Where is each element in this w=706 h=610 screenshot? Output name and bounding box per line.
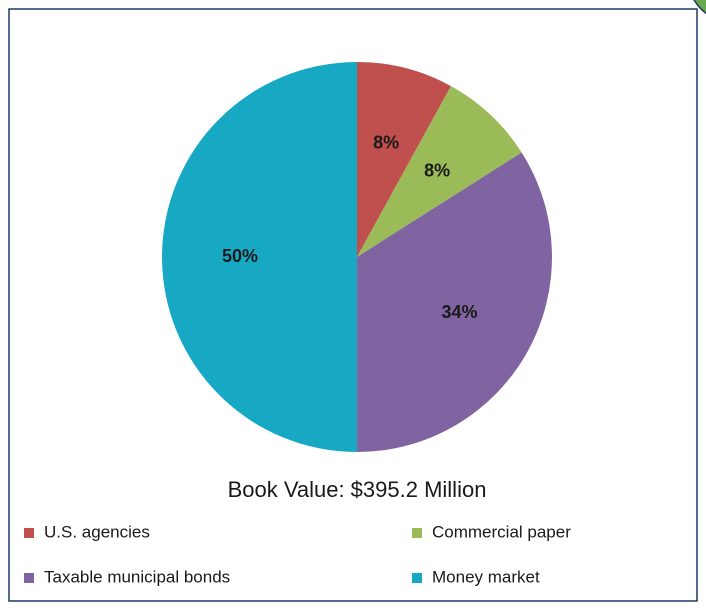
legend-swatch: [412, 528, 422, 538]
pie-slice: [162, 62, 357, 452]
legend-swatch: [412, 573, 422, 583]
legend-label: Money market: [432, 567, 540, 586]
legend-label: Taxable municipal bonds: [44, 567, 230, 586]
slice-label: 8%: [424, 160, 450, 180]
pie-slice: [357, 86, 522, 257]
chart-title: Book Value: $395.2 Million: [228, 477, 487, 502]
slice-label: 34%: [442, 302, 478, 322]
slice-label: 50%: [222, 246, 258, 266]
legend-swatch: [24, 573, 34, 583]
legend-label: Commercial paper: [432, 522, 571, 541]
legend-label: U.S. agencies: [44, 522, 150, 541]
pie-slice: [357, 152, 552, 453]
corner-badge: [693, 0, 706, 15]
pie: [162, 62, 552, 453]
pie-slice: [357, 62, 451, 257]
slice-label: 8%: [373, 132, 399, 152]
legend-swatch: [24, 528, 34, 538]
